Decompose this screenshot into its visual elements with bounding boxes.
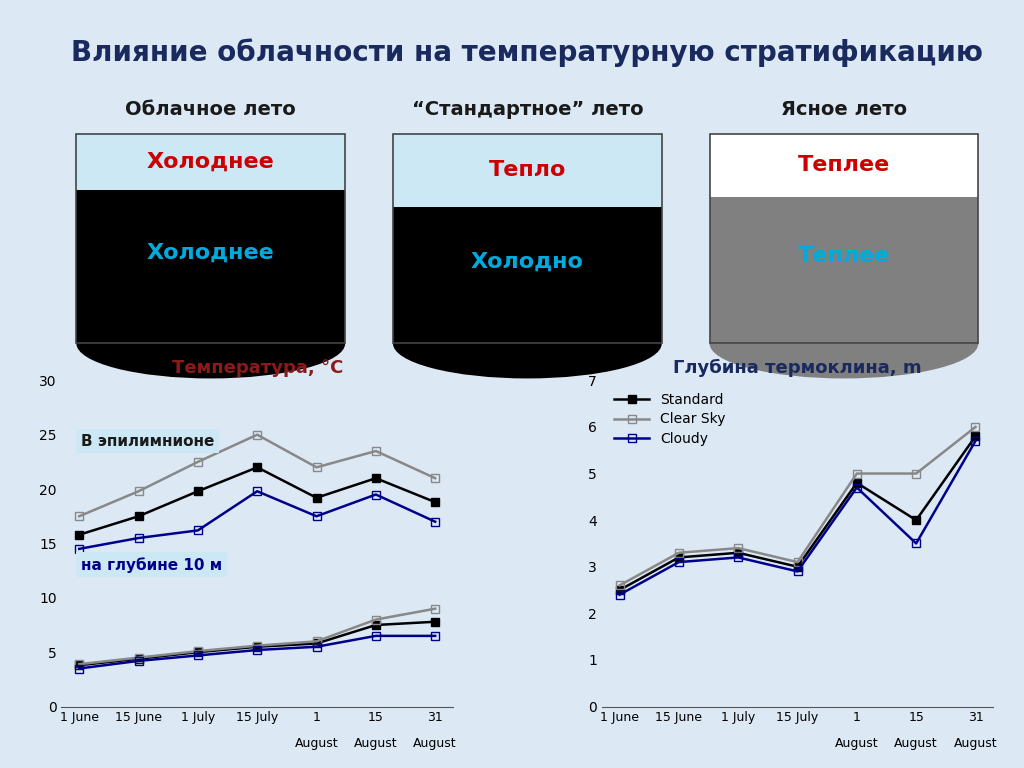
Cloudy: [910, 539, 923, 548]
FancyBboxPatch shape: [393, 134, 662, 207]
Clear Sky: [851, 469, 863, 478]
Clear Sky: [613, 581, 626, 590]
Legend: Standard, Clear Sky, Cloudy: Standard, Clear Sky, Cloudy: [608, 387, 731, 452]
Clear Sky: [732, 544, 744, 553]
Text: Теплее: Теплее: [798, 246, 890, 266]
Text: August: August: [835, 737, 879, 750]
Line: Cloudy: Cloudy: [615, 437, 980, 599]
FancyBboxPatch shape: [77, 190, 345, 343]
Standard: [613, 585, 626, 594]
Ellipse shape: [710, 309, 978, 379]
Clear Sky: [792, 558, 804, 567]
Cloudy: [732, 553, 744, 562]
Text: August: August: [894, 737, 938, 750]
FancyBboxPatch shape: [393, 207, 662, 343]
Text: Облачное лето: Облачное лето: [125, 101, 296, 119]
Clear Sky: [970, 422, 982, 432]
Standard: [732, 548, 744, 558]
Text: August: August: [295, 737, 338, 750]
Text: В эпилимнионе: В эпилимнионе: [81, 434, 214, 449]
Standard: [792, 562, 804, 571]
FancyBboxPatch shape: [710, 197, 978, 343]
Text: Холодно: Холодно: [471, 251, 584, 271]
Title: Глубина термоклина, m: Глубина термоклина, m: [673, 359, 922, 377]
Title: Температура, °С: Температура, °С: [171, 359, 343, 377]
Cloudy: [792, 567, 804, 576]
FancyBboxPatch shape: [77, 134, 345, 190]
Text: August: August: [354, 737, 397, 750]
Clear Sky: [910, 469, 923, 478]
Text: “Стандартное” лето: “Стандартное” лето: [412, 101, 643, 119]
Text: August: August: [953, 737, 997, 750]
Line: Clear Sky: Clear Sky: [615, 422, 980, 590]
Ellipse shape: [393, 309, 662, 379]
Standard: [910, 515, 923, 525]
Cloudy: [851, 483, 863, 492]
Text: August: August: [414, 737, 457, 750]
Ellipse shape: [77, 309, 345, 379]
Line: Standard: Standard: [615, 432, 980, 594]
Cloudy: [613, 590, 626, 599]
FancyBboxPatch shape: [710, 134, 978, 197]
Text: Холоднее: Холоднее: [146, 243, 274, 263]
Text: Тепло: Тепло: [488, 161, 566, 180]
Standard: [851, 478, 863, 488]
Text: Влияние облачности на температурную стратификацию: Влияние облачности на температурную стра…: [72, 38, 983, 68]
Cloudy: [970, 436, 982, 445]
Text: Холоднее: Холоднее: [146, 152, 274, 172]
Text: Ясное лето: Ясное лето: [781, 101, 907, 119]
Standard: [673, 553, 685, 562]
Clear Sky: [673, 548, 685, 558]
Text: на глубине 10 м: на глубине 10 м: [81, 557, 222, 573]
Cloudy: [673, 558, 685, 567]
Standard: [970, 432, 982, 441]
Text: Теплее: Теплее: [798, 155, 890, 175]
